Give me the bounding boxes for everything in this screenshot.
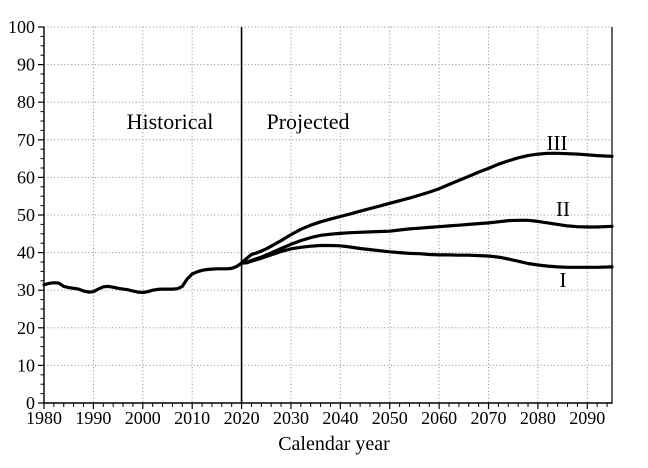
series-line-i: [240, 243, 614, 269]
x-tick-label: 2060: [421, 408, 457, 428]
y-tick-label: 20: [17, 318, 35, 338]
y-tick-label: 70: [17, 130, 35, 150]
series-label-i: I: [560, 268, 567, 292]
grid-layer: [44, 26, 612, 403]
y-tick-label: 40: [17, 243, 35, 263]
historical-region-label: Historical: [127, 109, 214, 134]
x-tick-label: 2020: [224, 408, 260, 428]
x-tick-label: 2050: [372, 408, 408, 428]
x-tick-label: 1990: [75, 408, 111, 428]
x-tick-label: 2080: [520, 408, 556, 428]
y-tick-label: 50: [17, 205, 35, 225]
series-line-iii: [240, 151, 614, 265]
x-axis-title: Calendar year: [278, 433, 390, 455]
y-tick-label: 0: [26, 393, 35, 413]
x-tick-label: 2070: [471, 408, 507, 428]
series-label-ii: II: [556, 197, 570, 221]
x-tick-label: 2000: [125, 408, 161, 428]
series-label-iii: III: [547, 131, 568, 155]
projected-region-label: Projected: [266, 109, 349, 134]
x-tick-label: 2090: [569, 408, 605, 428]
x-tick-label: 2040: [322, 408, 358, 428]
x-tick-label: 2030: [273, 408, 309, 428]
series-line-historical: [42, 261, 244, 295]
y-tick-label: 60: [17, 167, 35, 187]
y-tick-label: 80: [17, 92, 35, 112]
series-layer: [42, 151, 614, 295]
x-tick-label: 2010: [174, 408, 210, 428]
series-line-ii: [240, 218, 614, 265]
tick-layer: [38, 26, 608, 409]
y-tick-label: 30: [17, 280, 35, 300]
y-tick-label: 90: [17, 55, 35, 75]
y-tick-label: 100: [8, 17, 35, 37]
x-tick-label: 1980: [26, 408, 62, 428]
y-tick-label: 10: [17, 355, 35, 375]
